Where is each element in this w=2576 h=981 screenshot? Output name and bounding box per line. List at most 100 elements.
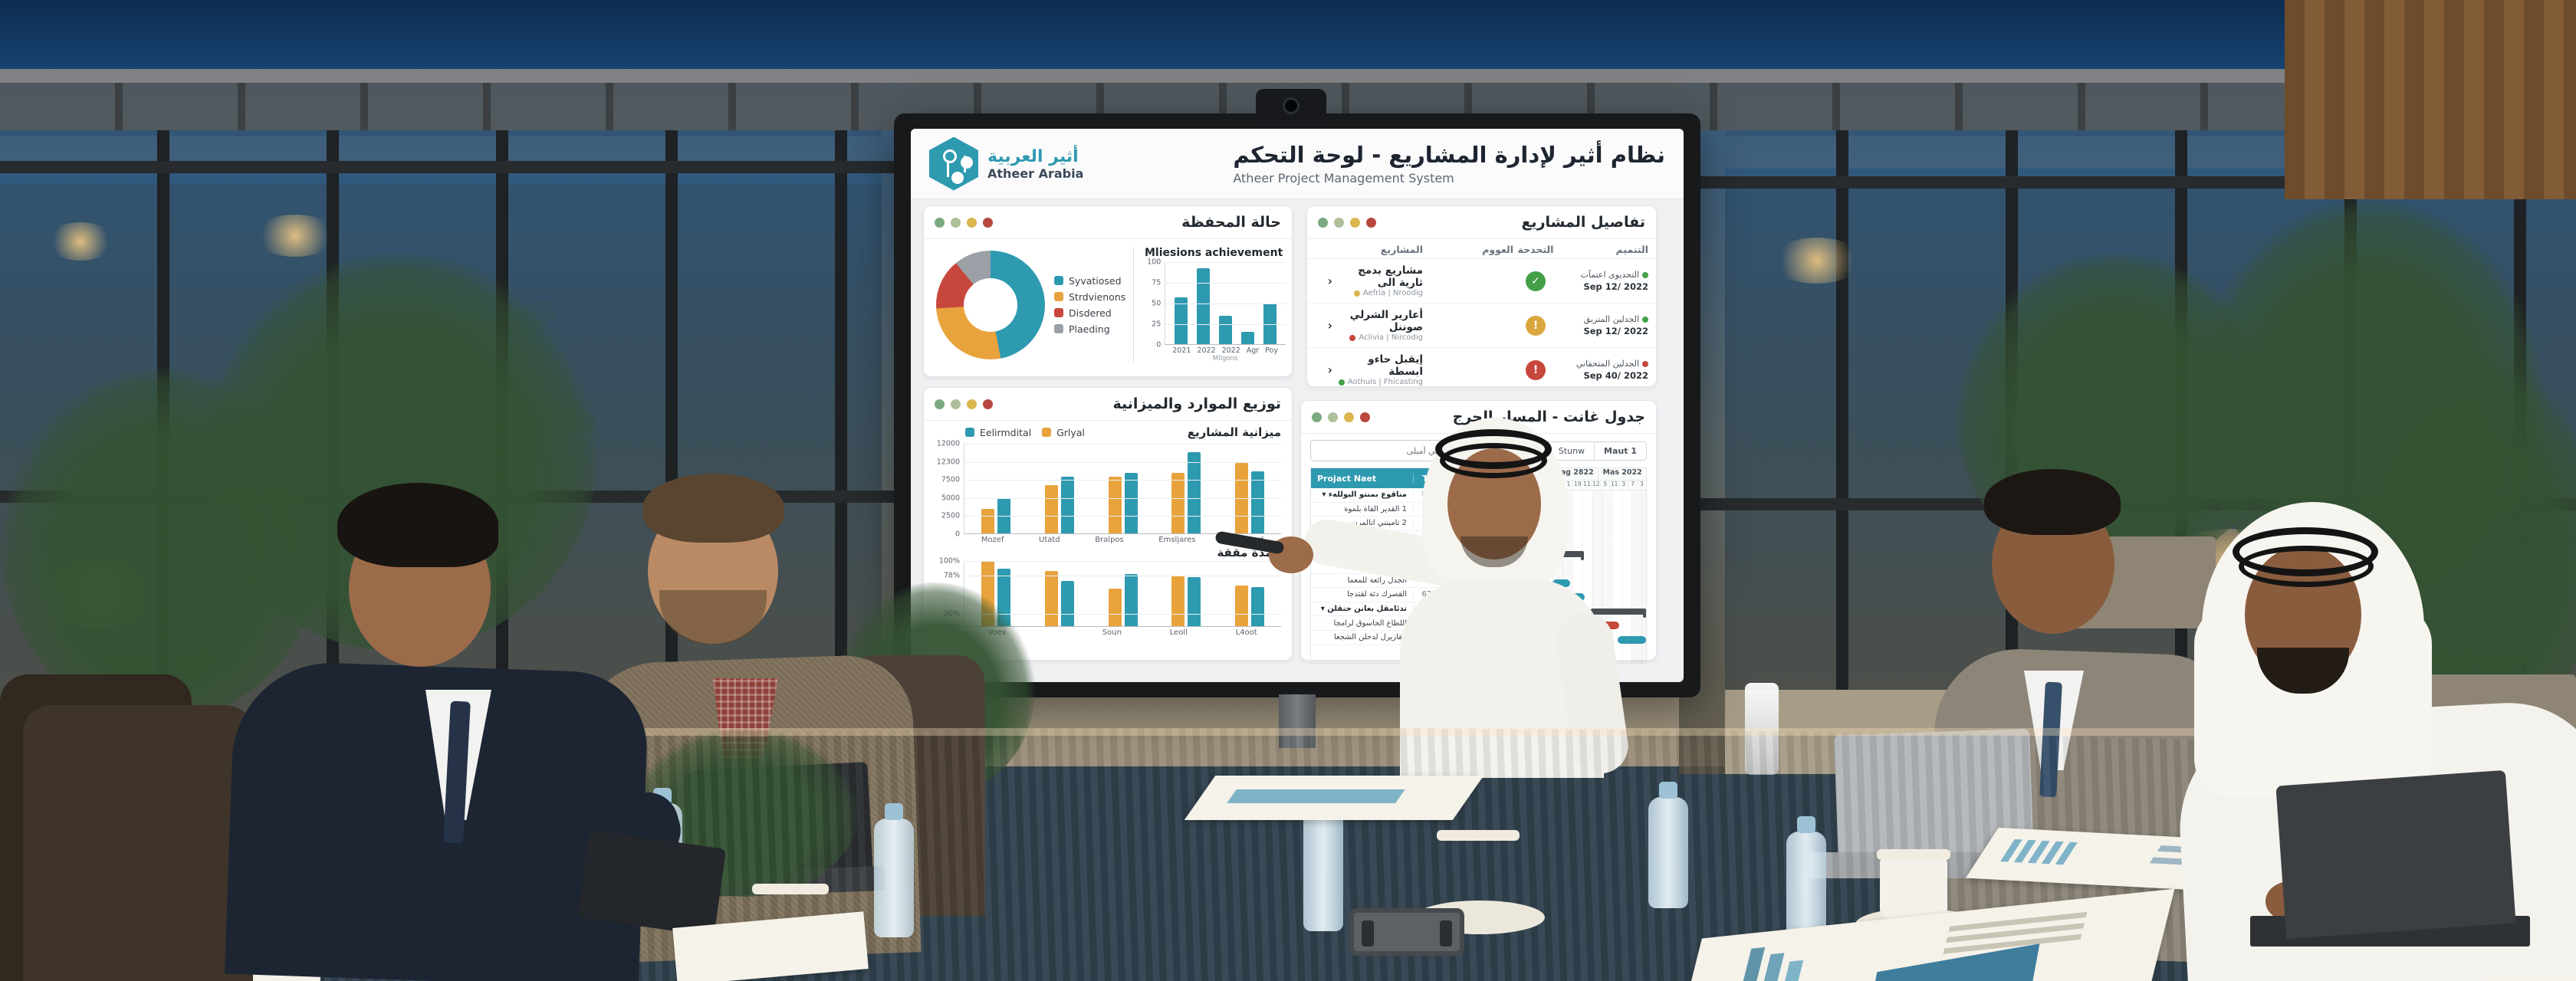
dot-green: [1312, 412, 1322, 422]
table-header: التنميم التحدحة العووم المشاريع: [1307, 239, 1656, 259]
project-row[interactable]: التحديوى اعتمآت Sep 12/ 2022 ✓ مشاريع بدم…: [1307, 259, 1656, 303]
gantt-bar-task[interactable]: [1552, 579, 1570, 587]
bar-actual: [1108, 476, 1122, 533]
bar: [1219, 315, 1233, 344]
view-button-3[interactable]: Maut 1: [1594, 441, 1646, 460]
atheer-hexagon-icon: [929, 136, 978, 191]
bar-estimated: [1250, 587, 1264, 626]
gantt-bar-summary[interactable]: [1591, 608, 1646, 618]
row-chevron-icon[interactable]: ‹: [1327, 318, 1332, 333]
bar-actual: [1108, 588, 1122, 626]
legend-label: Plaeding: [1069, 323, 1110, 335]
delivery-label: الجدلين المتحقاني: [1576, 359, 1639, 369]
agal-headband: [2239, 546, 2374, 587]
status-glyph: !: [1533, 363, 1539, 376]
chart-title: Mliesions achievement: [1144, 247, 1283, 259]
legend-swatch: [1054, 324, 1063, 333]
wood-slat-ceiling: [2285, 0, 2576, 199]
bar-actual: [1044, 570, 1058, 626]
hair: [642, 474, 784, 543]
bar-estimated: [1124, 574, 1138, 626]
col-delivery: التنميم: [1615, 244, 1648, 255]
report-area-chart: [1864, 943, 2040, 981]
x-label: Bralpos: [1095, 536, 1124, 544]
task-name[interactable]: مناقوع بمنتو البوللهء ▾: [1322, 490, 1407, 500]
status-warning-icon: !: [1526, 315, 1546, 336]
dot-red: [1366, 217, 1376, 228]
delivery-date: Sep 12/ 2022: [1583, 281, 1648, 292]
y-tick: 2500: [941, 511, 960, 520]
row-chevron-icon[interactable]: ‹: [1327, 363, 1332, 377]
duration-chart: 100% 78% 20% 0%: [939, 557, 1281, 632]
dot-yellow: [1350, 217, 1360, 228]
delivery-label: الجدلين المتريق: [1583, 314, 1639, 324]
divider: [1133, 247, 1135, 363]
coffee-cup-white: [1877, 849, 1950, 918]
task-name[interactable]: تدئامقل بعانن حنقلن ▾: [1320, 605, 1407, 614]
task-name[interactable]: القازيرل لدحلن الشجعا: [1333, 633, 1407, 642]
dot-sage: [1334, 217, 1344, 228]
chair: [23, 705, 253, 981]
task-name[interactable]: الجدل رائعة للمعما: [1347, 576, 1407, 585]
y-tick: 100: [1147, 258, 1162, 267]
water-bottle: [1303, 793, 1343, 931]
task-name[interactable]: اللطاع الحاسوق لرامجا: [1333, 618, 1407, 628]
legend-label: Strdvienons: [1069, 290, 1126, 303]
donut-legend: Syvatiosed Strdvienons Disdered Plaeding: [1054, 271, 1125, 340]
portfolio-donut-chart: [936, 250, 1045, 359]
bar: [1241, 331, 1255, 344]
y-tick: 78%: [943, 571, 960, 580]
status-check-icon: ✓: [1526, 271, 1546, 291]
conference-camera: [1256, 89, 1326, 124]
bar-actual: [1171, 473, 1185, 533]
document-chart: [1999, 838, 2084, 865]
logo-text-english: Atheer Arabia: [987, 166, 1084, 181]
delivery-dot: [1642, 360, 1648, 367]
project-row[interactable]: الجدلين المتحقاني Sep 40/ 2022 ! إيقبل حا…: [1307, 348, 1656, 392]
x-label: 2022: [1197, 346, 1216, 355]
y-tick: 7500: [941, 475, 960, 484]
row-chevron-icon[interactable]: ‹: [1327, 274, 1332, 288]
status-dots: [1312, 412, 1370, 422]
document: [1184, 776, 1484, 820]
x-label: Emsljares: [1158, 536, 1196, 544]
bar: [1263, 303, 1276, 344]
task-name[interactable]: 2 تامينني اتالمرن: [1352, 519, 1407, 528]
report-lines: [1948, 911, 2088, 932]
status-dots: [1318, 217, 1376, 228]
project-row[interactable]: الجدلين المتريق Sep 12/ 2022 ! أعارير الش…: [1307, 303, 1656, 348]
panel-portfolio-status: حالة المحفظة Syvatiosed Strdvienons Disd…: [923, 205, 1293, 377]
col-projects: المشاريع: [1380, 244, 1423, 255]
dot-yellow: [967, 217, 977, 228]
x-label: Soun: [1102, 628, 1122, 637]
col-status: التحدحة: [1517, 244, 1554, 255]
legend-swatch: [1054, 308, 1063, 317]
status-dots: [935, 399, 993, 409]
report-bar-chart: [1741, 947, 1766, 981]
bar: [1197, 267, 1211, 344]
legend-label: Disdered: [1069, 307, 1112, 319]
dot-red: [983, 399, 993, 409]
panel-title: حالة المحفظة: [1181, 214, 1281, 231]
cable-hatch: [1349, 908, 1464, 956]
task-name[interactable]: 1 القدير آلفاة بلموة: [1344, 504, 1407, 513]
x-label: L4oot: [1235, 628, 1257, 637]
view-button-2[interactable]: Stunw: [1548, 441, 1595, 460]
document-chart: [1227, 789, 1405, 803]
dot-sage: [1328, 412, 1338, 422]
bar-estimated: [1250, 471, 1264, 533]
dot-sage: [951, 399, 961, 409]
gantt-bar-task[interactable]: [1617, 636, 1646, 644]
interior-light: [253, 215, 337, 257]
bar-estimated: [1124, 473, 1138, 533]
budget-subtitle: ميزانية المشاريع: [1187, 425, 1281, 439]
dot-green: [935, 217, 945, 228]
agal-headband: [1440, 443, 1547, 478]
col-progress: العووم: [1482, 244, 1513, 255]
bar-actual: [1044, 484, 1058, 533]
milestones-chart: Mliesions achievement 100 75 50 25 0: [1142, 247, 1286, 363]
task-name[interactable]: القصرك دئة لقتدجا: [1347, 590, 1407, 599]
bar-estimated: [1060, 476, 1074, 533]
meta-dot: [1349, 334, 1356, 341]
status-dots: [935, 217, 993, 228]
